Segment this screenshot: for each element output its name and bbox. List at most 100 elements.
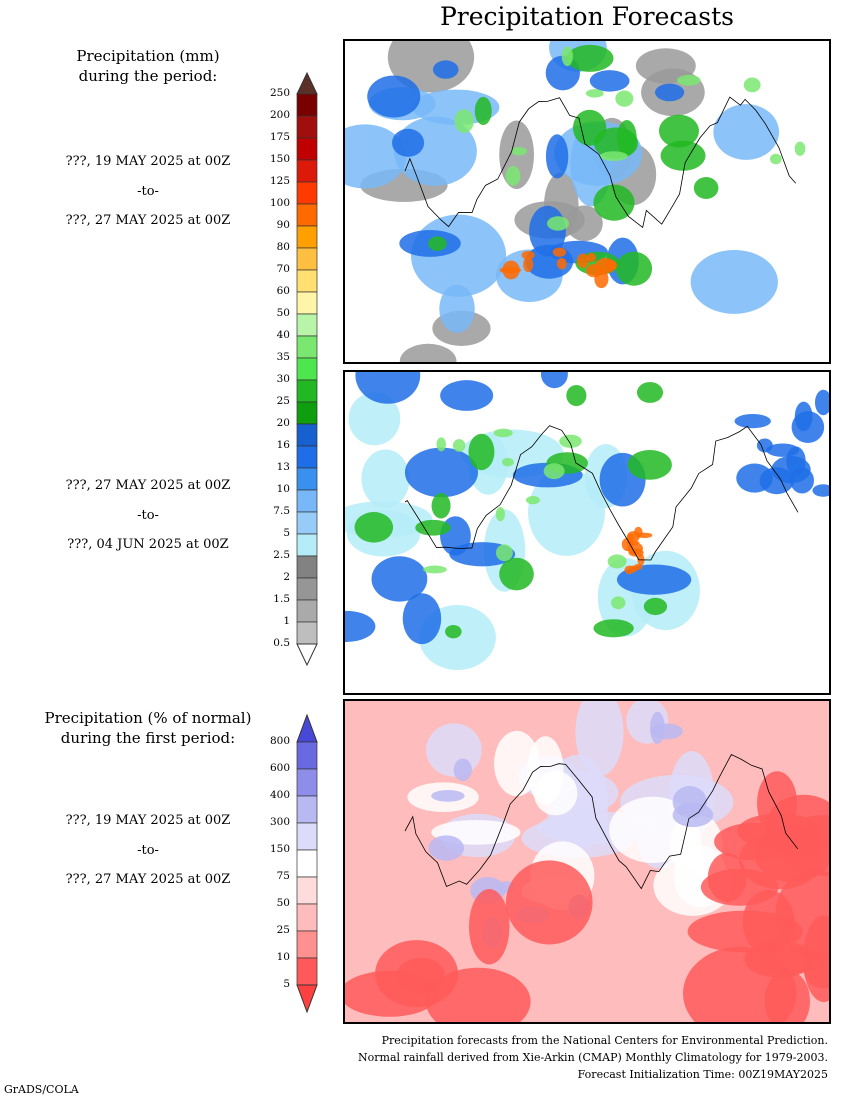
precip-field — [495, 507, 506, 522]
precip-field — [616, 564, 692, 595]
precip-field — [636, 382, 664, 403]
colorbar-box — [296, 741, 318, 770]
precip-field — [629, 565, 638, 573]
colorbar-label: 2 — [283, 571, 290, 583]
colorbar-box — [296, 467, 318, 491]
colorbar-label: 200 — [269, 109, 290, 121]
colorbar-box — [296, 555, 318, 579]
precip-field — [423, 565, 447, 574]
precip-field — [654, 83, 685, 102]
precip-field — [559, 434, 582, 448]
panel3-heading-line2: during the first period: — [60, 729, 236, 747]
precip-field — [611, 596, 626, 610]
precip-field — [552, 247, 567, 257]
cb1-graphic — [296, 72, 318, 666]
colorbar-box — [296, 533, 318, 557]
precip-field — [814, 389, 829, 416]
precip-field — [769, 153, 782, 165]
colorbar-label: 20 — [276, 417, 290, 429]
precip-field — [658, 114, 699, 148]
precip-field — [468, 888, 510, 965]
colorbar-label: 600 — [269, 762, 290, 774]
precip-field — [812, 484, 829, 497]
footer-line1: Precipitation forecasts from the Nationa… — [381, 1034, 828, 1047]
colorbar-label: 125 — [269, 175, 290, 187]
colorbar-box — [296, 401, 318, 425]
colorbar-label: 50 — [276, 897, 290, 909]
precip-field — [510, 147, 528, 156]
precip-field — [547, 216, 569, 231]
colorbar-label: 5 — [283, 527, 290, 539]
precip-field — [649, 711, 665, 744]
colorbar-box — [296, 822, 318, 851]
precip-field — [348, 392, 401, 446]
panel2-to: ???, 04 JUN 2025 at 00Z — [67, 537, 229, 552]
precip-field — [361, 449, 410, 508]
colorbar-label: 175 — [269, 131, 290, 143]
panel1-heading-line1: Precipitation (mm) — [76, 47, 220, 65]
colorbar-label: 40 — [276, 329, 290, 341]
map-precip-period2 — [343, 370, 831, 695]
colorbar-box — [296, 137, 318, 161]
precip-field — [452, 439, 466, 452]
colorbar-label: 150 — [269, 153, 290, 165]
colorbar-label: 1 — [283, 615, 290, 627]
colorbar-label: 35 — [276, 351, 290, 363]
precip-field — [431, 493, 451, 519]
precip-field — [766, 443, 800, 457]
precip-field — [707, 852, 747, 903]
colorbar-label: 16 — [276, 439, 290, 451]
panel3-from: ???, 19 MAY 2025 at 00Z — [65, 813, 231, 828]
precip-field — [693, 177, 719, 200]
colorbar-box — [296, 335, 318, 359]
colorbar-label: 150 — [269, 843, 290, 855]
precip-field — [545, 134, 569, 179]
colorbar-box — [296, 489, 318, 513]
precip-field — [345, 610, 376, 642]
colorbar-box — [296, 247, 318, 271]
colorbar-box — [296, 621, 318, 645]
precip-field — [428, 835, 465, 861]
precip-field — [345, 124, 407, 189]
precip-field — [501, 457, 514, 467]
precip-field — [593, 127, 639, 159]
panel1-sep: -to- — [137, 184, 159, 199]
precip-field — [521, 250, 535, 260]
precip-field — [540, 372, 568, 389]
colorbar-label: 25 — [276, 395, 290, 407]
colorbar-box — [296, 599, 318, 623]
precip-field — [428, 236, 447, 251]
precip-field — [794, 141, 806, 156]
colorbar-box — [296, 849, 318, 878]
colorbar-box — [296, 159, 318, 183]
precip-field — [593, 619, 634, 638]
coastline — [404, 96, 797, 229]
colorbar-label: 30 — [276, 373, 290, 385]
colorbar-label: 13 — [276, 461, 290, 473]
precip-field — [672, 802, 714, 828]
precip-field — [474, 96, 492, 126]
precip-field — [626, 531, 640, 543]
colorbar-label: 10 — [276, 951, 290, 963]
colorbar-box — [296, 203, 318, 227]
precip-field — [367, 75, 421, 118]
colorbar-label: 100 — [269, 197, 290, 209]
coastline — [404, 754, 799, 890]
precip-field — [589, 70, 630, 92]
precip-field — [371, 556, 428, 602]
precip-field — [454, 109, 474, 134]
precip-field — [440, 380, 494, 411]
precip-field — [404, 447, 479, 498]
precip-field — [660, 140, 706, 171]
colorbar-label: 400 — [269, 789, 290, 801]
colorbar-label: 80 — [276, 241, 290, 253]
precip-field — [402, 593, 442, 645]
colorbar-box — [296, 768, 318, 797]
precip-field — [593, 184, 635, 221]
colorbar-box — [296, 269, 318, 293]
colorbar-label: 75 — [276, 870, 290, 882]
precip-field — [431, 790, 465, 802]
colorbar-box — [296, 511, 318, 535]
footer-line2: Normal rainfall derived from Xie-Arkin (… — [358, 1051, 828, 1064]
